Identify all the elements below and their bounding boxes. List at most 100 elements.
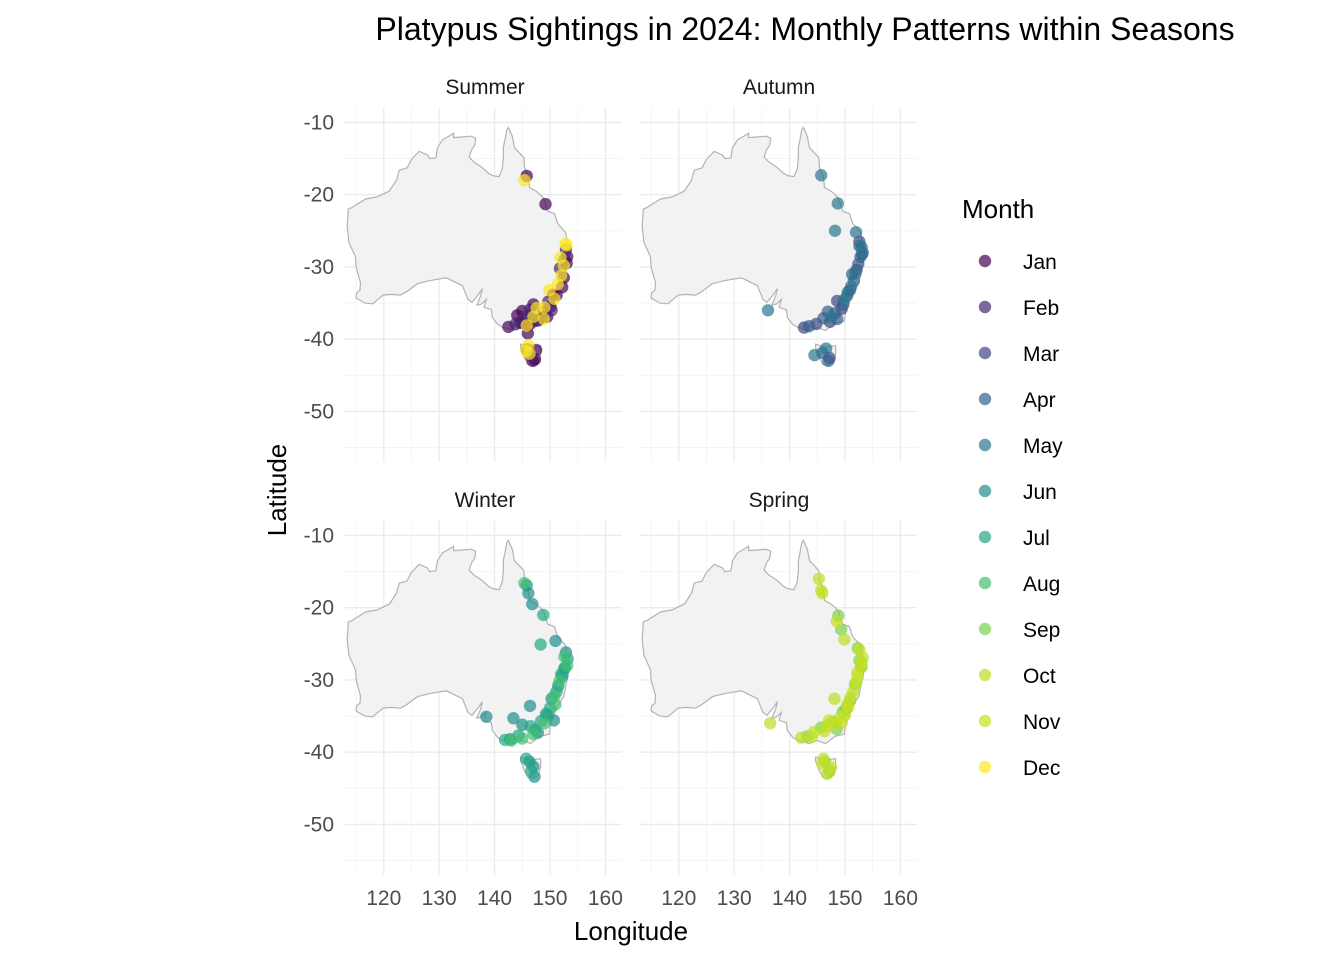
- legend-key: [978, 438, 992, 452]
- legend-item-apr: Apr: [978, 389, 1056, 412]
- sighting-point-aug: [538, 717, 551, 730]
- sighting-point-nov: [855, 656, 868, 669]
- x-tick-label: 130: [717, 887, 752, 910]
- sighting-point-may: [808, 348, 821, 362]
- facet-label-summer: Summer: [445, 76, 524, 99]
- x-tick-label: 140: [477, 887, 512, 910]
- sighting-point-may: [853, 239, 866, 253]
- sighting-point-jul: [534, 638, 547, 651]
- sighting-point-aug: [549, 698, 562, 711]
- x-tick-label: 120: [366, 887, 401, 910]
- facet-label-autumn: Autumn: [743, 76, 815, 99]
- y-axis-title: Latitude: [262, 444, 292, 537]
- sighting-point-may: [841, 286, 854, 299]
- sighting-point-jun: [522, 587, 535, 600]
- sighting-point-aug: [553, 675, 566, 688]
- sighting-point-nov: [816, 587, 829, 600]
- sighting-point-dec: [554, 251, 567, 264]
- y-tick-label: -20: [304, 184, 334, 207]
- sighting-point-aug: [527, 727, 540, 741]
- sighting-point-jul: [537, 608, 550, 622]
- sighting-point-jun: [480, 710, 493, 723]
- sighting-point-dec: [543, 283, 556, 297]
- x-tick-label: 150: [532, 887, 567, 910]
- sighting-point-may: [815, 169, 828, 182]
- sighting-point-jun: [507, 712, 520, 725]
- legend-key: [978, 392, 992, 406]
- sighting-point-aug: [561, 659, 574, 672]
- x-tick-label: 150: [827, 887, 862, 910]
- sighting-point-aug: [505, 734, 518, 747]
- sighting-point-may: [849, 226, 863, 239]
- australia-outline: [346, 126, 571, 332]
- y-tick-label: -50: [304, 813, 334, 836]
- panel-autumn: Autumn: [640, 76, 917, 462]
- sighting-point-jul: [524, 764, 538, 778]
- sighting-point-oct: [838, 633, 851, 646]
- x-tick-label: 140: [772, 887, 807, 910]
- chart-title: Platypus Sightings in 2024: Monthly Patt…: [375, 11, 1234, 47]
- sighting-point-apr: [822, 354, 835, 368]
- y-tick-label: -30: [304, 256, 334, 279]
- x-tick-label: 130: [422, 887, 457, 910]
- legend: Month Jan Feb Mar Apr May Jun Jul Aug Sep Oct Nov D…: [962, 194, 1063, 780]
- sighting-point-dec: [520, 319, 533, 332]
- legend-item-feb: Feb: [978, 297, 1059, 320]
- y-tick-label: -10: [304, 111, 334, 134]
- legend-key: [978, 346, 992, 360]
- sighting-point-oct: [764, 717, 777, 730]
- sighting-point-jun: [549, 634, 562, 648]
- sighting-point-jan: [539, 197, 552, 211]
- facet-label-winter: Winter: [455, 489, 516, 512]
- y-tick-label: -20: [304, 597, 334, 620]
- sighting-point-feb: [509, 317, 522, 331]
- sighting-point-jun: [523, 699, 537, 713]
- legend-label: May: [1023, 435, 1063, 458]
- legend-label: Aug: [1023, 573, 1060, 596]
- legend-label: Jul: [1023, 527, 1050, 550]
- legend-key: [978, 622, 992, 636]
- sighting-point-oct: [828, 692, 841, 705]
- sighting-point-nov: [835, 716, 848, 729]
- sighting-point-nov: [851, 666, 864, 679]
- x-tick-label: 160: [588, 887, 623, 910]
- legend-key: [978, 576, 992, 590]
- x-axis-title: Longitude: [574, 916, 688, 946]
- x-tick-label: 160: [883, 887, 918, 910]
- legend-key: [978, 714, 992, 728]
- legend-item-aug: Aug: [978, 573, 1060, 596]
- sighting-point-dec: [537, 312, 551, 326]
- legend-label: Nov: [1023, 711, 1061, 734]
- legend-key: [978, 760, 992, 774]
- legend-item-nov: Nov: [978, 711, 1061, 734]
- panel-spring: Spring: [640, 489, 917, 875]
- sighting-point-dec: [523, 347, 536, 360]
- sighting-point-may: [825, 310, 838, 323]
- sighting-point-nov: [842, 701, 855, 714]
- sighting-point-jun: [526, 597, 539, 611]
- legend-item-jun: Jun: [978, 481, 1057, 504]
- legend-label: Dec: [1023, 757, 1060, 780]
- y-tick-label: -50: [304, 400, 334, 423]
- sighting-point-jul: [520, 752, 533, 765]
- legend-item-jan: Jan: [978, 251, 1057, 274]
- sighting-point-may: [831, 197, 844, 210]
- legend-key: [978, 530, 992, 544]
- sighting-point-may: [761, 304, 775, 317]
- y-tick-label: -10: [304, 524, 334, 547]
- legend-item-dec: Dec: [978, 757, 1060, 780]
- sighting-point-dec: [559, 237, 572, 250]
- sighting-point-nov: [822, 714, 836, 727]
- legend-label: Mar: [1023, 343, 1059, 366]
- legend-label: Sep: [1023, 619, 1060, 642]
- legend-key: [978, 668, 992, 682]
- sighting-point-dec: [518, 174, 531, 187]
- panel-winter: Winter: [345, 489, 622, 875]
- panel-summer: Summer: [345, 76, 622, 462]
- y-tick-label: -40: [304, 328, 334, 351]
- sighting-point-may: [819, 342, 833, 355]
- sighting-point-nov: [816, 757, 829, 770]
- legend-title: Month: [962, 194, 1034, 224]
- y-tick-label: -30: [304, 669, 334, 692]
